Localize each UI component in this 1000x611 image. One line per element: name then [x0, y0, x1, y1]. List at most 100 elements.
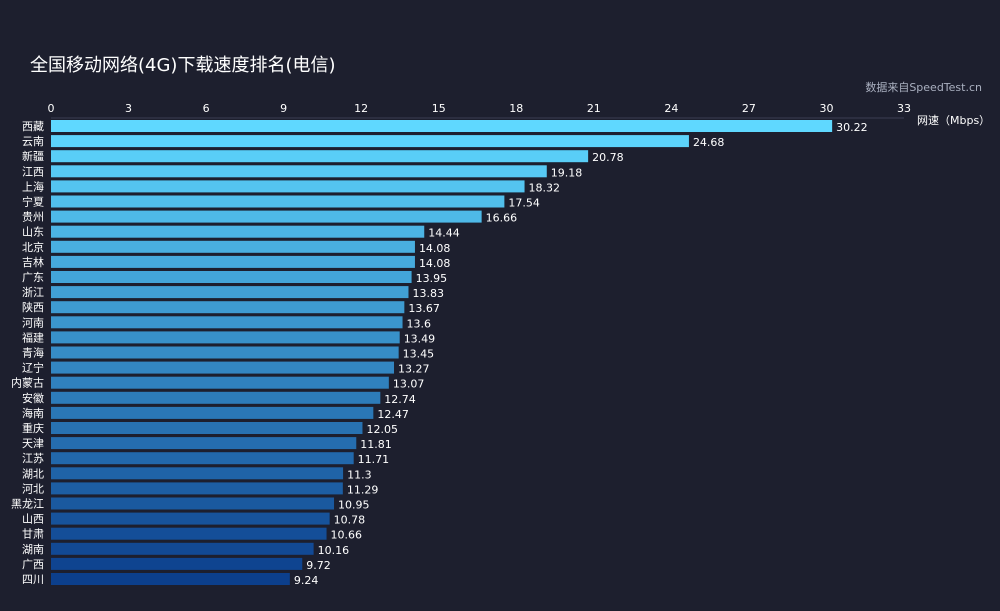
- category-label: 青海: [22, 346, 44, 360]
- bar: [51, 195, 505, 208]
- data-label: 9.24: [294, 574, 319, 587]
- data-label: 18.32: [529, 181, 561, 194]
- data-label: 10.95: [338, 499, 370, 512]
- category-label: 云南: [22, 135, 44, 148]
- bar: [51, 482, 343, 495]
- category-label: 辽宁: [22, 361, 44, 375]
- x-tick-label: 3: [125, 102, 132, 115]
- category-label: 河北: [22, 482, 44, 495]
- data-label: 14.44: [428, 227, 460, 240]
- data-label: 13.95: [416, 272, 448, 285]
- bar: [51, 301, 405, 314]
- data-label: 13.07: [393, 378, 425, 391]
- category-label: 西藏: [22, 120, 44, 133]
- bar: [51, 150, 589, 163]
- data-label: 12.05: [366, 423, 398, 436]
- bar: [51, 391, 381, 404]
- bar: [51, 467, 344, 480]
- category-label: 海南: [22, 406, 44, 420]
- x-tick-label: 6: [203, 102, 210, 115]
- category-label: 北京: [22, 240, 44, 254]
- data-label: 11.29: [347, 483, 379, 496]
- category-label: 甘肃: [22, 528, 44, 541]
- data-label: 17.54: [508, 197, 540, 210]
- bar: [51, 120, 833, 132]
- category-label: 天津: [22, 437, 44, 450]
- bar: [51, 255, 415, 268]
- x-tick-label: 30: [819, 102, 833, 115]
- bar: [51, 497, 335, 510]
- category-label: 江苏: [22, 452, 44, 465]
- category-label: 福建: [22, 330, 44, 344]
- bar: [51, 452, 354, 465]
- data-label: 12.74: [384, 393, 416, 406]
- data-label: 16.66: [486, 212, 517, 225]
- category-label: 新疆: [22, 149, 44, 163]
- x-axis-label: 网速（Mbps）: [917, 114, 990, 127]
- x-tick-label: 24: [664, 102, 678, 115]
- x-tick-label: 33: [897, 102, 911, 115]
- bar: [51, 346, 399, 359]
- data-label: 9.72: [306, 559, 331, 572]
- x-tick-label: 0: [48, 102, 55, 115]
- x-tick-label: 18: [509, 102, 523, 115]
- x-tick-label: 27: [742, 102, 756, 115]
- category-label: 广西: [22, 558, 44, 571]
- data-label: 14.08: [419, 242, 451, 255]
- data-label: 10.78: [334, 514, 366, 527]
- bar: [51, 286, 409, 299]
- bar: [51, 240, 415, 253]
- x-tick-label: 21: [587, 102, 601, 115]
- category-label: 湖北: [22, 467, 44, 480]
- bar: [51, 406, 374, 419]
- data-label: 30.22: [836, 121, 868, 134]
- data-label: 13.67: [408, 302, 440, 315]
- data-label: 13.6: [407, 317, 432, 330]
- category-label: 内蒙古: [11, 376, 44, 390]
- bar: [51, 271, 412, 283]
- bar: [51, 316, 403, 329]
- data-label: 12.47: [377, 408, 409, 421]
- bar: [51, 437, 357, 450]
- category-label: 四川: [22, 573, 44, 586]
- bar: [51, 135, 689, 148]
- bar: [51, 376, 389, 389]
- bar: [51, 225, 425, 238]
- data-label: 11.71: [358, 453, 390, 466]
- bar: [51, 557, 303, 570]
- data-label: 19.18: [551, 166, 583, 179]
- data-label: 10.16: [318, 544, 350, 557]
- x-tick-label: 9: [280, 102, 287, 115]
- data-label: 13.49: [404, 332, 436, 345]
- bar: [51, 422, 363, 434]
- data-label: 20.78: [592, 151, 624, 164]
- bar: [51, 527, 327, 540]
- category-label: 广东: [22, 271, 44, 284]
- bar: [51, 361, 395, 374]
- category-label: 重庆: [22, 421, 44, 435]
- category-label: 河南: [22, 316, 44, 329]
- category-label: 湖南: [22, 543, 44, 556]
- data-label: 24.68: [693, 136, 725, 149]
- category-label: 宁夏: [22, 195, 44, 209]
- chart-source: 数据来自SpeedTest.cn: [865, 81, 982, 94]
- bar: [51, 165, 547, 178]
- data-label: 13.83: [412, 287, 444, 300]
- data-label: 11.81: [360, 438, 392, 451]
- bar: [51, 512, 330, 525]
- data-label: 11.3: [347, 468, 372, 481]
- category-label: 黑龙江: [11, 498, 44, 511]
- bar: [51, 331, 400, 344]
- category-label: 上海: [22, 179, 44, 193]
- x-tick-label: 12: [354, 102, 368, 115]
- bar: [51, 542, 314, 555]
- category-label: 安徽: [22, 391, 44, 405]
- bar: [51, 180, 525, 193]
- category-label: 山西: [22, 513, 44, 526]
- bar: [51, 210, 482, 223]
- chart-title: 全国移动网络(4G)下载速度排名(电信): [30, 55, 336, 76]
- category-label: 陕西: [22, 300, 44, 314]
- category-label: 吉林: [22, 255, 44, 269]
- x-tick-label: 15: [432, 102, 446, 115]
- category-label: 浙江: [22, 286, 44, 299]
